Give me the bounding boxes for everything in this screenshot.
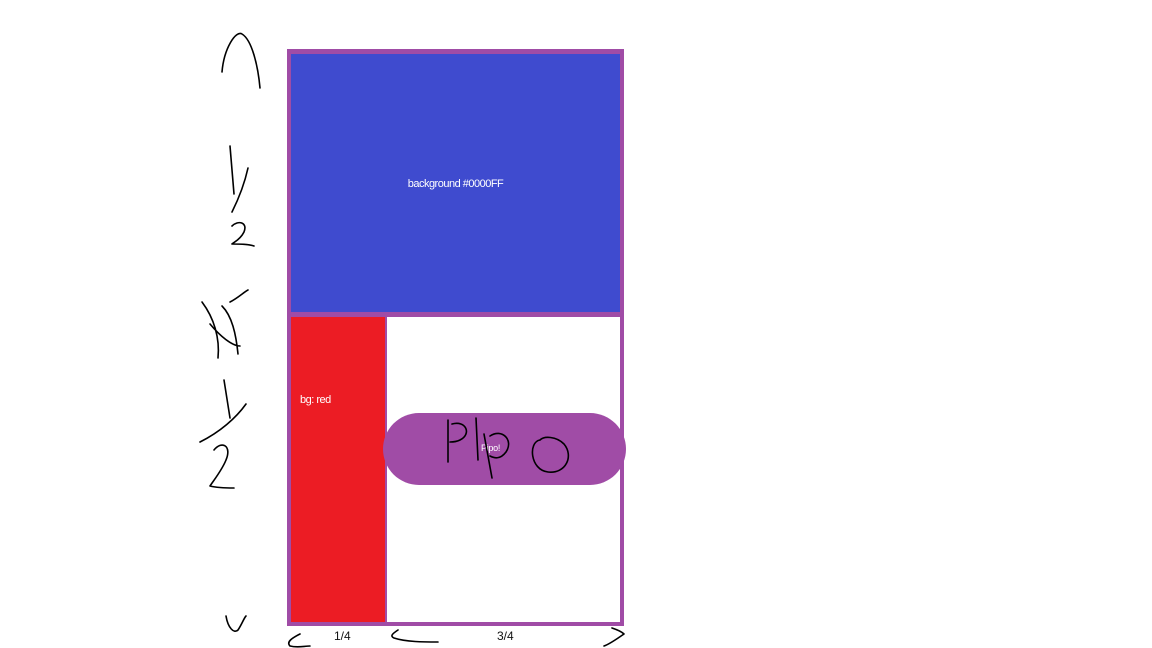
height-arc-bottom xyxy=(225,615,247,632)
handwritten-half-bottom xyxy=(199,379,247,489)
handwritten-half-top xyxy=(229,145,255,247)
width-three-quarter-label: 3/4 xyxy=(497,629,514,643)
height-arc-top xyxy=(221,32,261,89)
pipo-pill-button[interactable]: Pipo! xyxy=(383,413,626,485)
width-quarter-label: 1/4 xyxy=(334,629,351,643)
width-bracket-left xyxy=(287,633,311,648)
red-sidebar-panel: bg: red xyxy=(291,317,385,622)
pill-label: Pipo! xyxy=(481,443,501,453)
height-scribble-middle xyxy=(201,289,249,359)
width-bracket-right xyxy=(603,627,625,647)
width-bracket-middle xyxy=(391,629,439,643)
red-panel-label: bg: red xyxy=(300,394,331,406)
blue-panel-label: background #0000FF xyxy=(407,178,504,190)
blue-top-panel: background #0000FF xyxy=(291,54,620,312)
